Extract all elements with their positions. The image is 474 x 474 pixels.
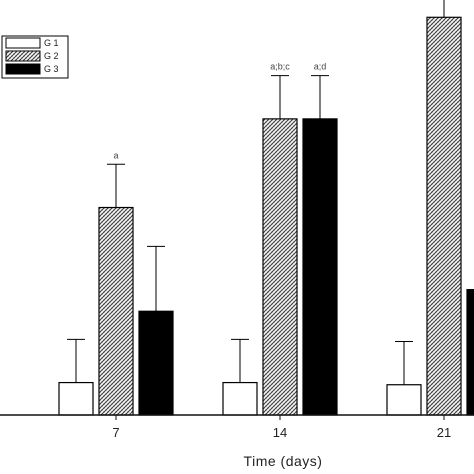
x-axis: 7 14 21	[0, 414, 474, 440]
significance-label: a;d	[314, 62, 327, 72]
error-bars-group	[67, 0, 445, 385]
x-tick-label: 14	[273, 425, 287, 440]
bar-g1-day-7	[58, 381, 94, 416]
legend-label: G 1	[44, 38, 59, 48]
bar-g3-day-21	[466, 289, 474, 416]
bar-g2-day-14	[262, 118, 298, 416]
bar-g3-day-14	[302, 118, 338, 416]
bars-group	[58, 16, 474, 416]
bar-g2-day-7	[98, 206, 134, 416]
x-tick-label: 7	[112, 425, 119, 440]
legend-label: G 3	[44, 64, 59, 74]
bar-g3-day-7	[138, 310, 174, 416]
legend-swatch-g2	[5, 50, 41, 62]
x-tick-label: 21	[437, 425, 451, 440]
annotations-group: aa;b;ca;da	[113, 62, 327, 161]
bar-g1-day-14	[222, 381, 258, 416]
significance-label: a;b;c	[270, 62, 290, 72]
legend: G 1 G 2 G 3	[1, 35, 69, 79]
legend-swatch-g3	[5, 63, 41, 75]
bar-g2-day-21	[426, 16, 462, 416]
bar-g1-day-21	[386, 384, 422, 416]
significance-label: a	[113, 150, 118, 160]
x-axis-title: Time (days)	[244, 453, 323, 469]
legend-swatch-g1	[5, 37, 41, 49]
legend-label: G 2	[44, 51, 59, 61]
